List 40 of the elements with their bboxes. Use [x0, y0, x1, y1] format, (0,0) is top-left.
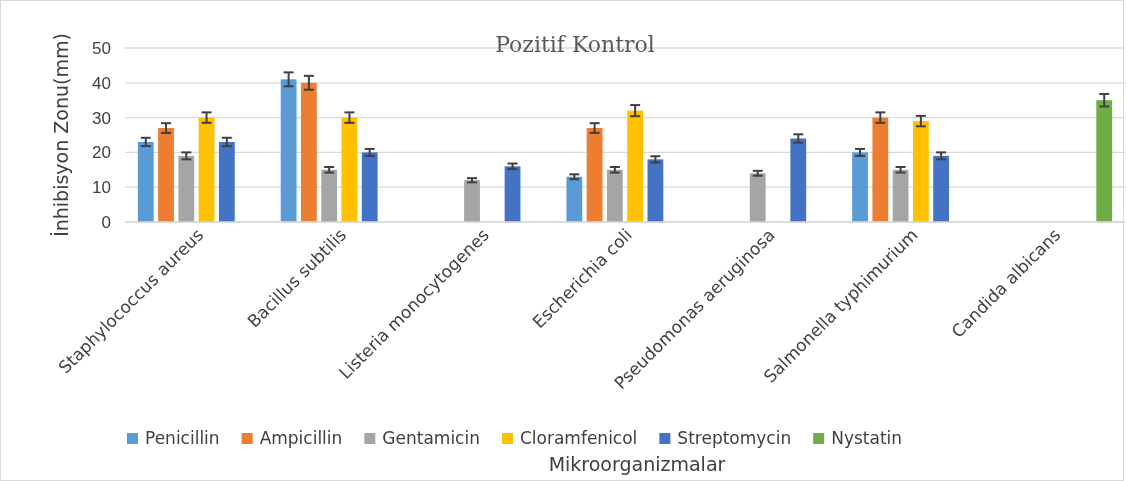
bar — [341, 117, 358, 222]
bar — [300, 82, 317, 222]
bar — [464, 180, 480, 222]
bar — [158, 128, 174, 222]
y-tick-label: 50 — [92, 38, 111, 58]
bar — [749, 173, 766, 222]
legend-label: Ampicillin — [259, 428, 343, 448]
bar — [178, 155, 195, 222]
bar — [852, 152, 868, 222]
y-tick-label: 10 — [92, 178, 111, 198]
legend-label: Nystatin — [831, 428, 903, 448]
bar — [647, 159, 664, 222]
y-tick-label: 20 — [92, 143, 111, 163]
legend-label: Streptomycin — [677, 428, 792, 448]
bar — [218, 141, 235, 222]
bar — [606, 169, 623, 222]
y-tick-label: 30 — [92, 108, 111, 128]
bar — [892, 169, 909, 222]
x-axis-title: Mikroorganizmalar — [548, 453, 726, 475]
bar — [137, 141, 154, 222]
legend-label: Penicillin — [145, 428, 220, 448]
bar — [321, 169, 338, 222]
bar — [1096, 100, 1113, 222]
y-axis-title: İnhibisyon Zonu(mm) — [50, 33, 72, 237]
bar — [586, 128, 603, 222]
bar — [933, 155, 950, 222]
bar — [627, 110, 644, 222]
bar — [566, 176, 583, 222]
bar — [361, 152, 378, 222]
bar — [198, 117, 215, 222]
y-tick-label: 40 — [92, 73, 111, 93]
chart-title: Pozitif Kontrol — [495, 32, 655, 57]
bar — [504, 166, 521, 222]
bar — [790, 138, 807, 222]
legend-label: Cloramfenicol — [519, 428, 638, 448]
bar — [872, 117, 889, 222]
bar — [280, 79, 297, 222]
bar — [912, 121, 929, 222]
y-tick-label: 0 — [101, 212, 111, 232]
legend-label: Gentamicin — [382, 428, 480, 448]
